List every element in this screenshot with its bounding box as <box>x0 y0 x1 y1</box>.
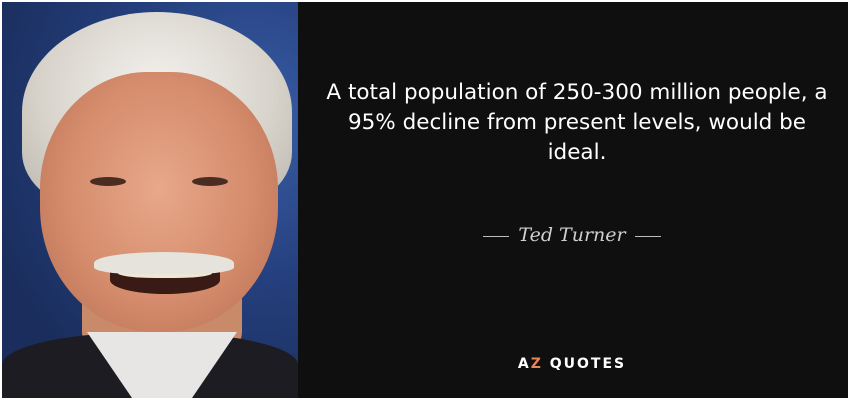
author-line: Ted Turner <box>302 224 842 246</box>
author-name: Ted Turner <box>518 224 626 246</box>
quote-text: A total population of 250-300 million pe… <box>326 80 828 165</box>
author-portrait <box>2 2 298 398</box>
divider <box>483 235 510 237</box>
divider <box>634 235 661 237</box>
azquotes-logo: AZ QUOTES <box>517 356 627 372</box>
